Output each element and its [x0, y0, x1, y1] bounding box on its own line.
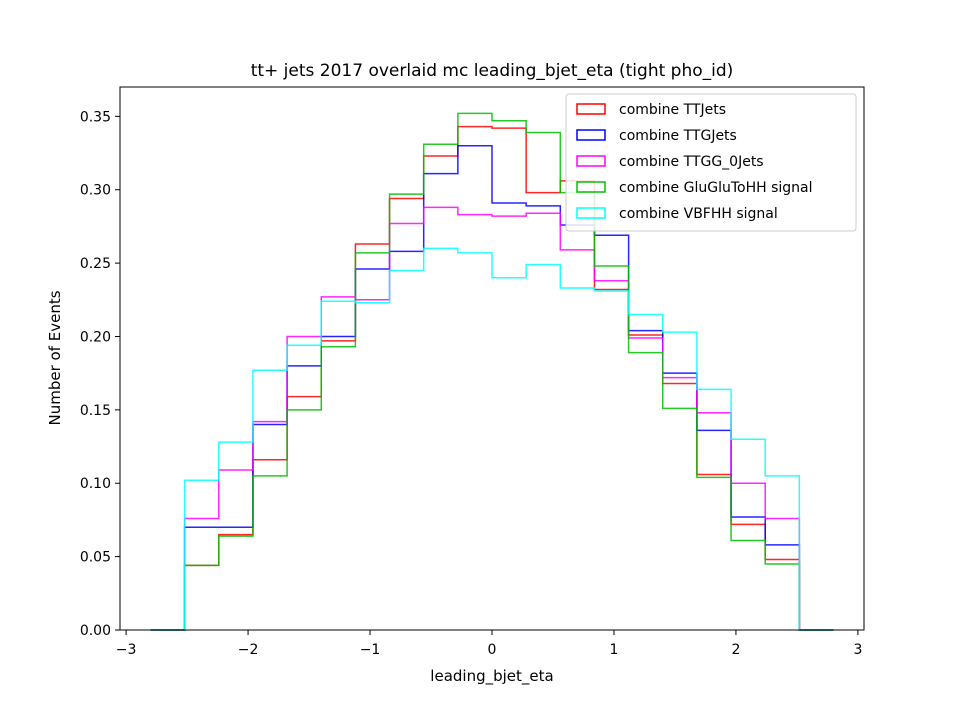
y-tick-label: 0.10	[80, 476, 111, 492]
legend-swatch	[576, 207, 606, 219]
chart-title: tt+ jets 2017 overlaid mc leading_bjet_e…	[251, 61, 734, 81]
legend-swatch	[576, 103, 606, 115]
legend-label: combine GluGluToHH signal	[619, 180, 813, 196]
legend-label: combine TTJets	[619, 102, 726, 118]
x-axis-label: leading_bjet_eta	[430, 667, 553, 686]
x-axis: −3 −2 −1 0 1 2 3	[116, 630, 862, 658]
x-tick-label: 1	[610, 642, 619, 658]
legend-swatch	[576, 129, 606, 141]
x-tick-label: 2	[731, 642, 740, 658]
series-step-4	[150, 247, 834, 631]
x-tick-label: 3	[853, 642, 862, 658]
x-tick-label: −3	[116, 642, 137, 658]
series-step-0	[150, 125, 834, 631]
y-tick-label: 0.00	[80, 623, 111, 639]
legend: combine TTJets combine TTGJets combine TTG…	[565, 93, 857, 232]
series-layer	[150, 112, 834, 631]
y-axis: 0.00 0.05 0.10 0.15 0.20 0.25 0.30 0.35	[80, 109, 120, 639]
x-tick-label: −1	[360, 642, 381, 658]
y-tick-label: 0.30	[80, 183, 111, 199]
legend-label: combine VBFHH signal	[619, 206, 778, 222]
x-tick-label: −2	[238, 642, 259, 658]
x-tick-label: 0	[488, 642, 497, 658]
legend-label: combine TTGG_0Jets	[619, 154, 764, 170]
y-tick-label: 0.25	[80, 256, 111, 272]
legend-label: combine TTGJets	[619, 128, 737, 144]
legend-swatch	[576, 155, 606, 167]
y-tick-label: 0.35	[80, 109, 111, 125]
y-axis-label: Number of Events	[46, 290, 64, 425]
y-tick-label: 0.15	[80, 403, 111, 419]
legend-swatch	[576, 181, 606, 193]
y-tick-label: 0.20	[80, 329, 111, 345]
y-tick-label: 0.05	[80, 550, 111, 566]
series-step-3	[150, 112, 834, 631]
series-step-2	[150, 206, 834, 631]
legend-box	[565, 93, 857, 232]
